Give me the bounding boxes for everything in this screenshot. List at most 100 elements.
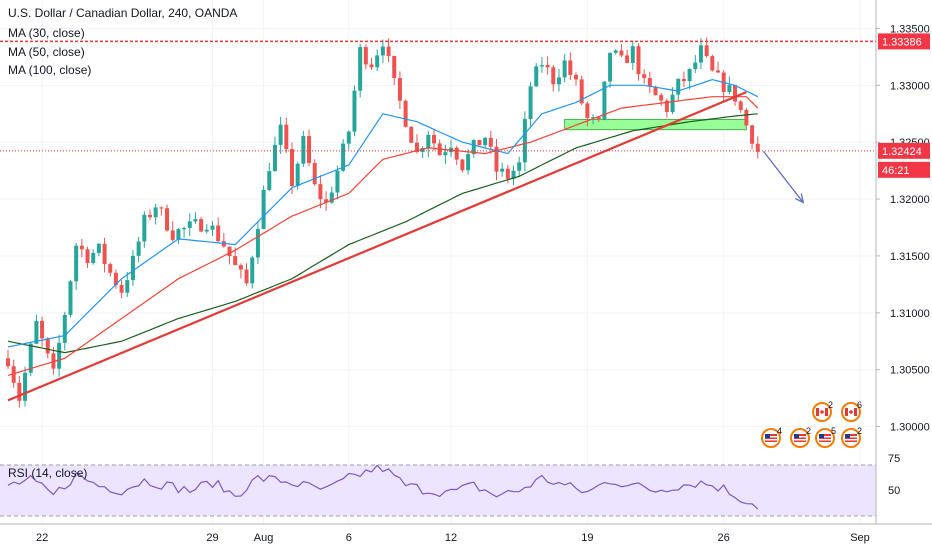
candle-body (324, 199, 329, 203)
legend-ma50: MA (50, close) (8, 45, 85, 59)
candle-110 (630, 40, 635, 70)
candle-body (556, 77, 561, 85)
candle-body (500, 168, 505, 172)
candle-17 (102, 237, 107, 273)
event-us-2-count: 2 (806, 426, 811, 436)
candle-body (670, 94, 675, 113)
candle-body (488, 137, 493, 147)
candle-48 (278, 116, 283, 154)
y-tick-label: 1.30000 (890, 422, 930, 434)
countdown-badge-text: 46:21 (882, 165, 910, 177)
price-axis[interactable]: 1.335001.330001.325001.320001.315001.310… (876, 23, 930, 434)
candle-body (182, 227, 187, 230)
x-tick-label: 22 (36, 532, 48, 544)
candle-71 (409, 126, 414, 143)
y-tick-label: 1.31000 (890, 308, 930, 320)
candle-body (591, 117, 596, 119)
candle-body (568, 60, 573, 75)
time-axis[interactable]: 22 29 Aug 6 12 19 26 Sep (36, 532, 870, 544)
candle-body (733, 85, 738, 102)
candle-body (738, 101, 743, 110)
candle-38 (221, 233, 226, 248)
candle-3 (23, 366, 28, 407)
last-price-badge-bg (878, 142, 930, 159)
candle-body (676, 78, 681, 95)
candle-body (295, 163, 300, 187)
countdown-badge-bg (878, 161, 930, 178)
resistance-badge: 1.33386 (878, 33, 930, 50)
candle-31 (182, 226, 187, 238)
candle-84 (483, 137, 488, 148)
candle-body (341, 143, 346, 171)
candle-98 (562, 53, 567, 83)
candle-body (119, 284, 124, 293)
candle-99 (568, 52, 573, 80)
ca-flag-leaf (820, 410, 824, 414)
candle-35 (204, 224, 209, 234)
us-flag-stripe (819, 436, 831, 438)
candle-body (432, 134, 436, 144)
event-markers[interactable]: 2 6 4 2 5 2 (761, 400, 862, 448)
candle-body (40, 320, 45, 339)
candle-body (636, 46, 641, 75)
candle-body (267, 171, 272, 190)
candle-79 (454, 145, 459, 166)
candle-20 (119, 280, 124, 299)
candle-body (165, 208, 170, 231)
candle-27 (159, 206, 164, 216)
ma50-line (7, 96, 759, 376)
candle-62 (358, 43, 363, 98)
candle-body (199, 219, 204, 232)
candle-body (278, 124, 283, 145)
candle-55 (318, 175, 323, 209)
candle-body (28, 343, 33, 373)
candle-16 (96, 243, 101, 257)
event-us-4: 2 (841, 426, 862, 448)
candle-body (596, 117, 601, 120)
chart-title: U.S. Dollar / Canadian Dollar, 240, OAND… (8, 6, 238, 20)
candle-body (74, 245, 79, 282)
ma30-line (7, 78, 759, 348)
candle-body (272, 144, 277, 172)
candle-126 (721, 70, 726, 101)
candle-68 (392, 55, 397, 85)
candle-86 (494, 139, 499, 181)
x-tick-label: 12 (445, 532, 457, 544)
candle-132 (755, 136, 760, 159)
us-flag-stripe (845, 439, 857, 441)
candle-10 (62, 311, 67, 351)
candle-body (45, 338, 50, 354)
candle-body (17, 382, 22, 401)
candle-87 (500, 162, 505, 177)
candle-body (51, 353, 56, 369)
candle-39 (227, 246, 232, 265)
ca-flag-right (854, 408, 857, 416)
candle-63 (363, 44, 368, 70)
candle-body (85, 249, 90, 263)
y-tick-label: 1.30500 (890, 365, 930, 377)
candle-body (460, 159, 465, 171)
candle-6 (40, 316, 45, 347)
candle-body (403, 100, 408, 127)
candle-body (528, 86, 533, 120)
candle-107 (613, 48, 618, 55)
candle-body (307, 136, 312, 164)
candle-90 (517, 156, 522, 178)
candle-18 (108, 262, 113, 277)
candle-122 (698, 38, 703, 70)
candle-128 (733, 84, 738, 106)
candle-96 (551, 65, 556, 92)
x-tick-label: 19 (581, 532, 593, 544)
candle-body (130, 255, 135, 281)
candle-15 (91, 249, 96, 265)
x-tick-label: 29 (206, 532, 218, 544)
candle-50 (290, 142, 294, 195)
candle-body (653, 86, 658, 96)
candle-body (312, 163, 317, 185)
candle-body (397, 78, 402, 101)
candle-74 (426, 130, 431, 158)
candle-65 (375, 49, 380, 72)
us-flag-canton (794, 434, 799, 438)
candle-body (227, 246, 232, 257)
